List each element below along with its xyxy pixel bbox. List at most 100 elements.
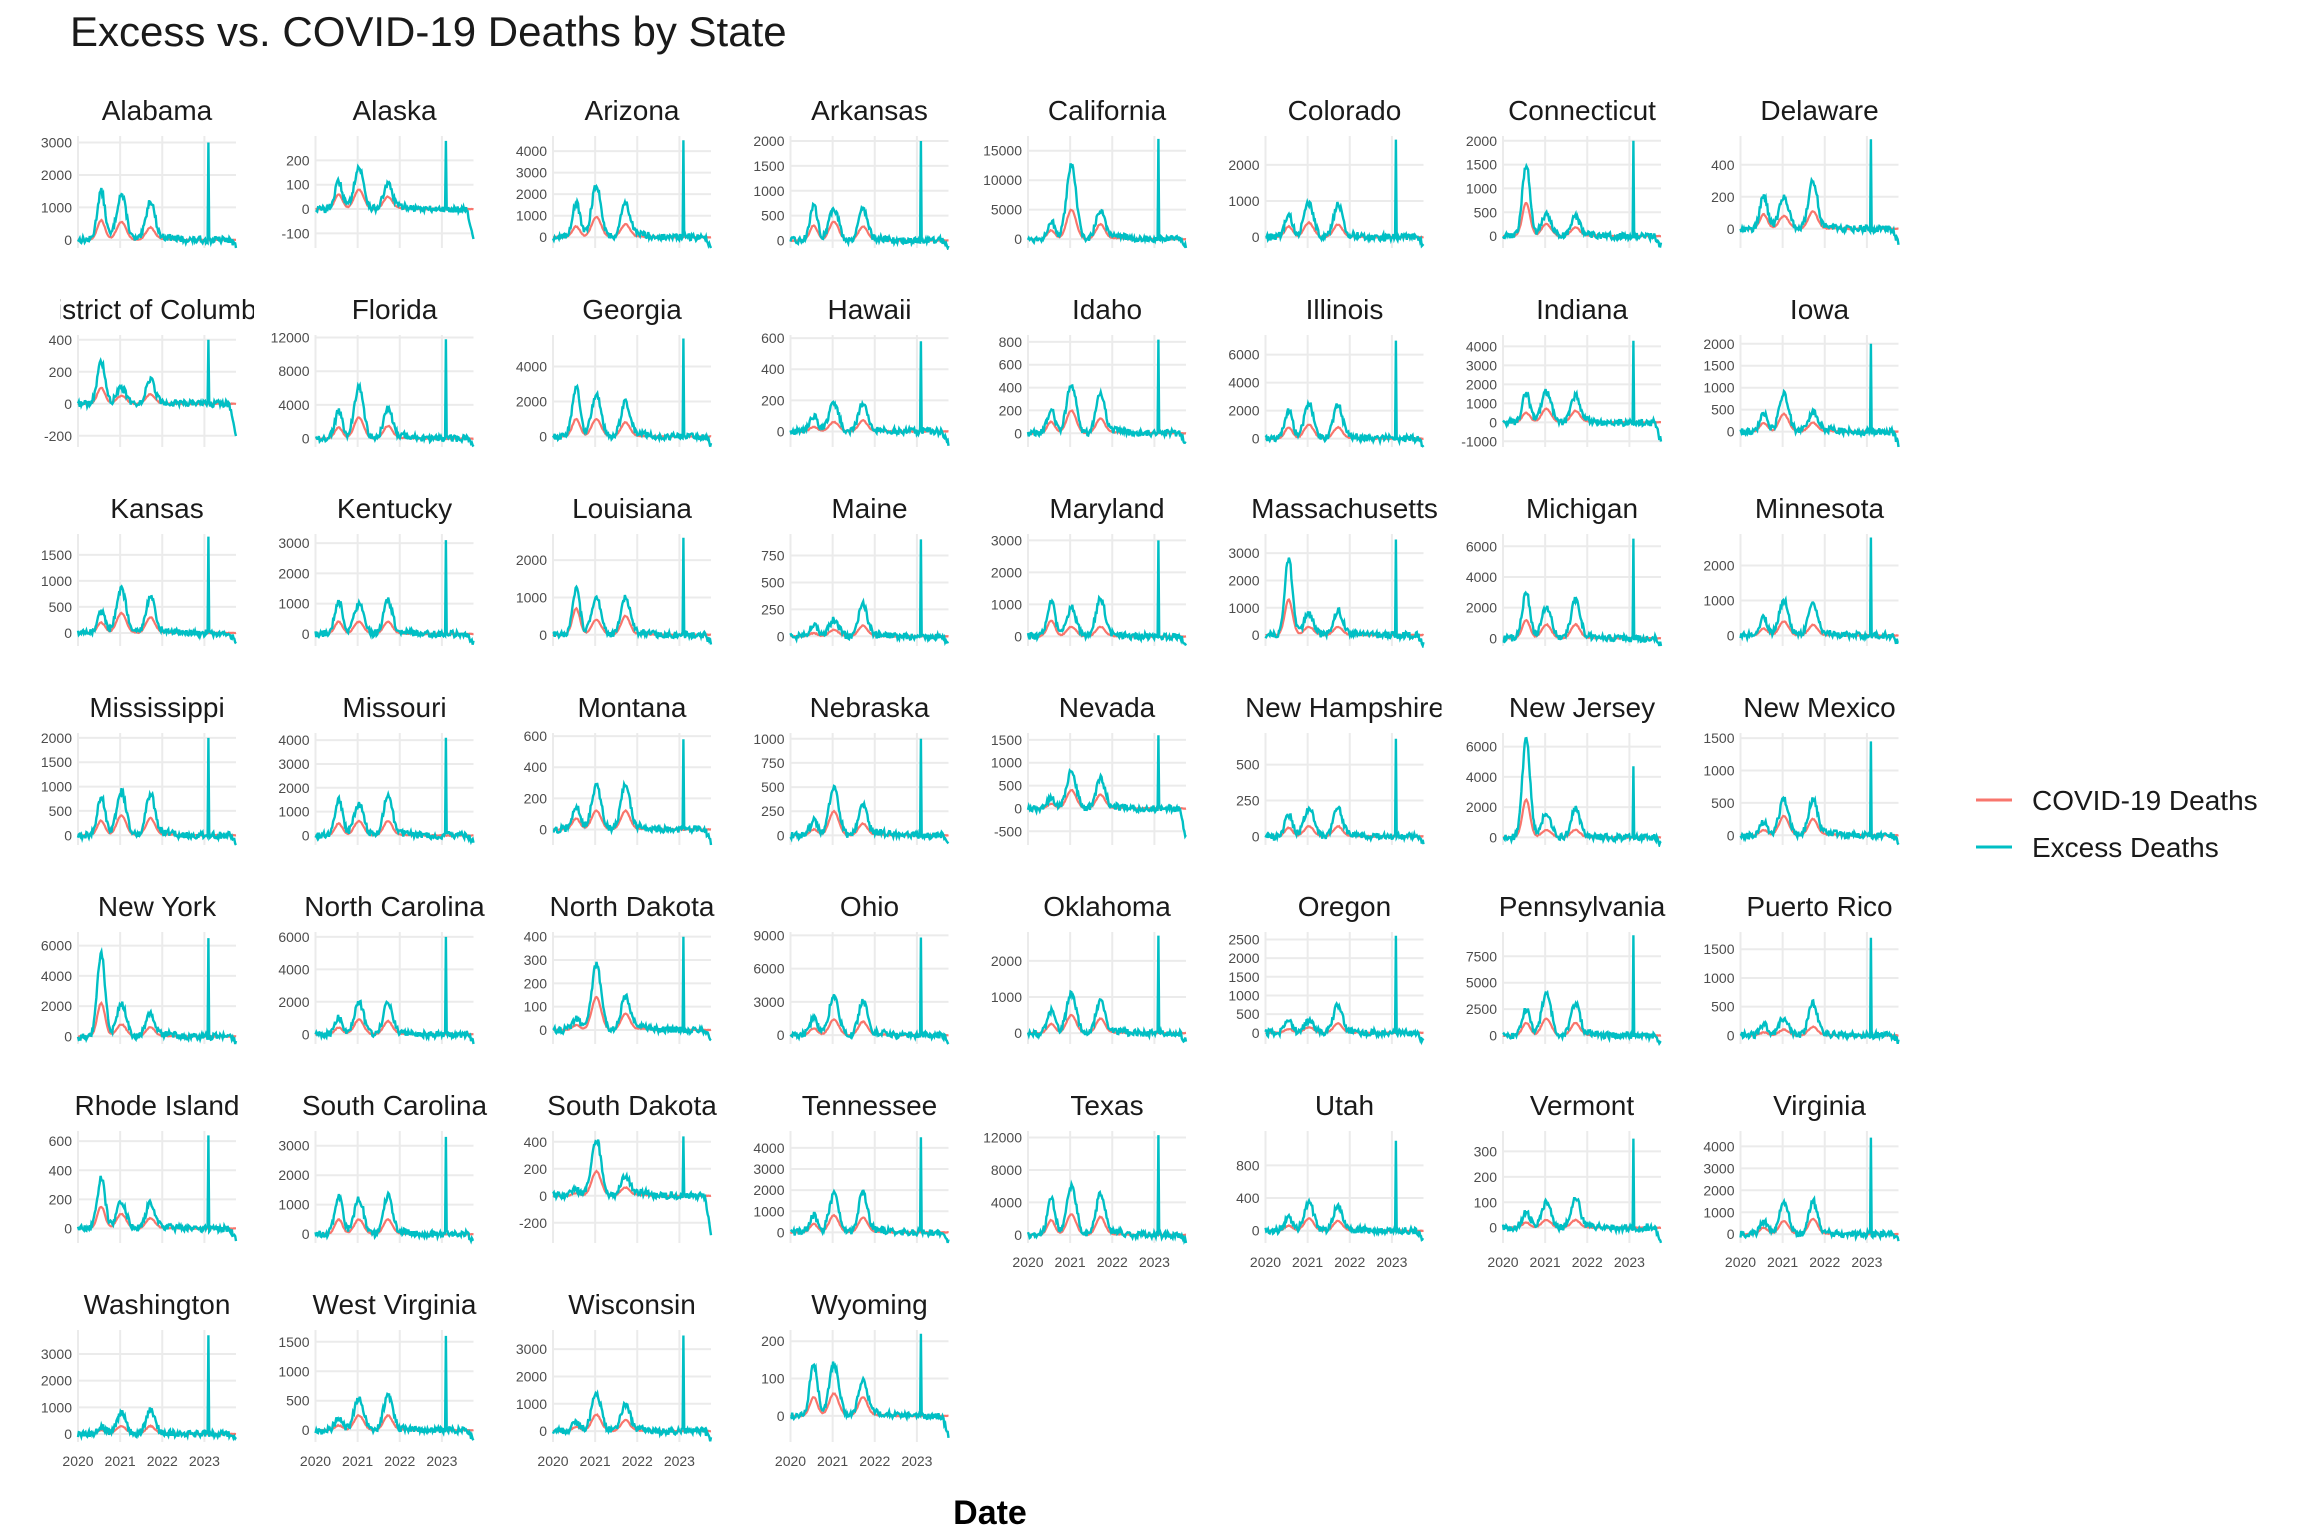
y-tick-label: 4000 xyxy=(1466,338,1497,354)
x-tick-label: 2021 xyxy=(1767,1254,1798,1270)
facet-strip-label: Nevada xyxy=(1059,692,1156,723)
y-tick-label: 0 xyxy=(64,232,72,248)
y-tick-label: 2000 xyxy=(278,994,309,1010)
y-tick-label: 1000 xyxy=(41,199,72,215)
facet-panel: Wisconsin 0 1000 2000 3000 2020 2021 2022 2023 xyxy=(516,1289,713,1469)
y-tick-label: 6000 xyxy=(1466,739,1497,755)
y-tick-label: 100 xyxy=(524,999,548,1015)
facet-panel: Kentucky 0 1000 2000 3000 xyxy=(278,493,475,646)
y-tick-label: 400 xyxy=(49,1162,73,1178)
facet-strip-label: Utah xyxy=(1315,1090,1374,1121)
facet-panel: California 0 5000 10000 15000 xyxy=(983,95,1188,249)
y-tick-label: 5000 xyxy=(991,202,1022,218)
y-tick-label: 2000 xyxy=(516,394,547,410)
excess-deaths-line xyxy=(552,936,712,1042)
y-tick-label: 1500 xyxy=(41,547,72,563)
y-tick-label: 6000 xyxy=(753,961,784,977)
y-tick-label: 0 xyxy=(64,1220,72,1236)
legend: COVID-19 Deaths Excess Deaths xyxy=(1976,785,2258,863)
y-tick-label: 0 xyxy=(1014,1025,1022,1041)
y-tick-label: 8000 xyxy=(991,1162,1022,1178)
y-tick-label: 200 xyxy=(49,364,73,380)
y-tick-label: 2000 xyxy=(1228,403,1259,419)
y-tick-label: 1000 xyxy=(1228,193,1259,209)
y-tick-label: 1000 xyxy=(516,1396,547,1412)
excess-deaths-line xyxy=(76,1335,238,1442)
excess-deaths-line xyxy=(314,936,475,1045)
y-tick-label: 200 xyxy=(1711,189,1735,205)
y-tick-label: 6000 xyxy=(1466,538,1497,554)
y-tick-label: 400 xyxy=(999,380,1023,396)
excess-deaths-line xyxy=(552,1136,713,1236)
y-tick-label: 600 xyxy=(524,728,548,744)
facet-strip-label: New York xyxy=(98,891,217,922)
excess-deaths-line xyxy=(314,1335,475,1441)
facet-strip-label: New Mexico xyxy=(1743,692,1895,723)
x-tick-label: 2020 xyxy=(1250,1254,1281,1270)
y-tick-label: 1000 xyxy=(1703,1204,1734,1220)
y-tick-label: 2000 xyxy=(41,998,72,1014)
facet-panel: Nebraska 0 250 500 750 1000 xyxy=(753,692,950,845)
x-tick-label: 2022 xyxy=(1097,1254,1128,1270)
y-tick-label: 200 xyxy=(49,1191,73,1207)
y-tick-label: 1000 xyxy=(991,989,1022,1005)
facet-panel: Montana 0 200 400 600 xyxy=(524,692,713,846)
x-tick-label: 2021 xyxy=(1530,1254,1561,1270)
y-tick-label: 0 xyxy=(64,396,72,412)
excess-deaths-line xyxy=(314,1136,475,1245)
y-tick-label: 4000 xyxy=(516,359,547,375)
facet-strip-label: Minnesota xyxy=(1755,493,1885,524)
facet-strip-label: Tennessee xyxy=(802,1090,937,1121)
facet-strip-label: Missouri xyxy=(342,692,446,723)
facet-panel: North Dakota 0 100 200 300 400 xyxy=(524,891,715,1044)
x-tick-label: 2022 xyxy=(147,1453,178,1469)
y-tick-label: 0 xyxy=(777,827,785,843)
excess-deaths-line xyxy=(551,1335,713,1442)
y-tick-label: 600 xyxy=(761,330,785,346)
facet-strip-label: North Dakota xyxy=(550,891,715,922)
facet-panel: Indiana -1000 0 1000 2000 3000 4000 xyxy=(1461,294,1663,449)
y-tick-label: 3000 xyxy=(1228,545,1259,561)
facet-panel: Nevada -500 0 500 1000 1500 xyxy=(991,692,1188,845)
facet-strip-label: New Hampshire xyxy=(1245,692,1444,723)
x-tick-label: 2023 xyxy=(1139,1254,1170,1270)
y-tick-label: 0 xyxy=(1489,1028,1497,1044)
y-tick-label: 500 xyxy=(1711,795,1735,811)
excess-deaths-line xyxy=(1739,937,1900,1045)
facet-panel: Oregon 0 500 1000 1500 2000 2500 xyxy=(1228,891,1425,1046)
y-tick-label: 15000 xyxy=(983,143,1022,159)
x-tick-label: 2020 xyxy=(1012,1254,1043,1270)
facet-strip-label: Arizona xyxy=(585,95,680,126)
y-tick-label: 0 xyxy=(539,821,547,837)
y-tick-label: 0 xyxy=(302,201,310,217)
y-tick-label: 0 xyxy=(777,1027,785,1043)
y-tick-label: 1000 xyxy=(516,589,547,605)
excess-deaths-line xyxy=(76,1135,238,1242)
facet-strip-label: Hawaii xyxy=(827,294,911,325)
facet-panel: Wyoming 0 100 200 2020 2021 2022 2023 xyxy=(761,1289,950,1469)
y-tick-label: 0 xyxy=(1489,1220,1497,1236)
facet-panel: New York 0 2000 4000 6000 xyxy=(41,891,238,1044)
x-tick-label: 2020 xyxy=(1487,1254,1518,1270)
facet-strip-label: Illinois xyxy=(1306,294,1384,325)
y-tick-label: 2000 xyxy=(1703,336,1734,352)
y-tick-label: 3000 xyxy=(278,756,309,772)
facet-strip-label: New Jersey xyxy=(1509,692,1655,723)
excess-deaths-line xyxy=(76,339,238,437)
facet-panel: Oklahoma 0 1000 2000 xyxy=(991,891,1188,1044)
facet-strip-label: Alaska xyxy=(352,95,436,126)
facet-strip-label: Virginia xyxy=(1773,1090,1866,1121)
facet-panel: New Jersey 0 2000 4000 6000 xyxy=(1466,692,1662,847)
y-tick-label: 500 xyxy=(49,803,73,819)
y-tick-label: 400 xyxy=(1236,1190,1260,1206)
facet-strip-label: California xyxy=(1048,95,1167,126)
x-tick-label: 2023 xyxy=(664,1453,695,1469)
x-tick-label: 2022 xyxy=(1809,1254,1840,1270)
excess-deaths-line xyxy=(1264,340,1425,448)
x-tick-label: 2020 xyxy=(775,1453,806,1469)
facet-panel: Washington 0 1000 2000 3000 2020 2021 2022 2023 xyxy=(41,1289,238,1469)
facet-strip-label: Florida xyxy=(352,294,438,325)
y-tick-label: 0 xyxy=(777,628,785,644)
y-tick-label: 1000 xyxy=(753,1203,784,1219)
